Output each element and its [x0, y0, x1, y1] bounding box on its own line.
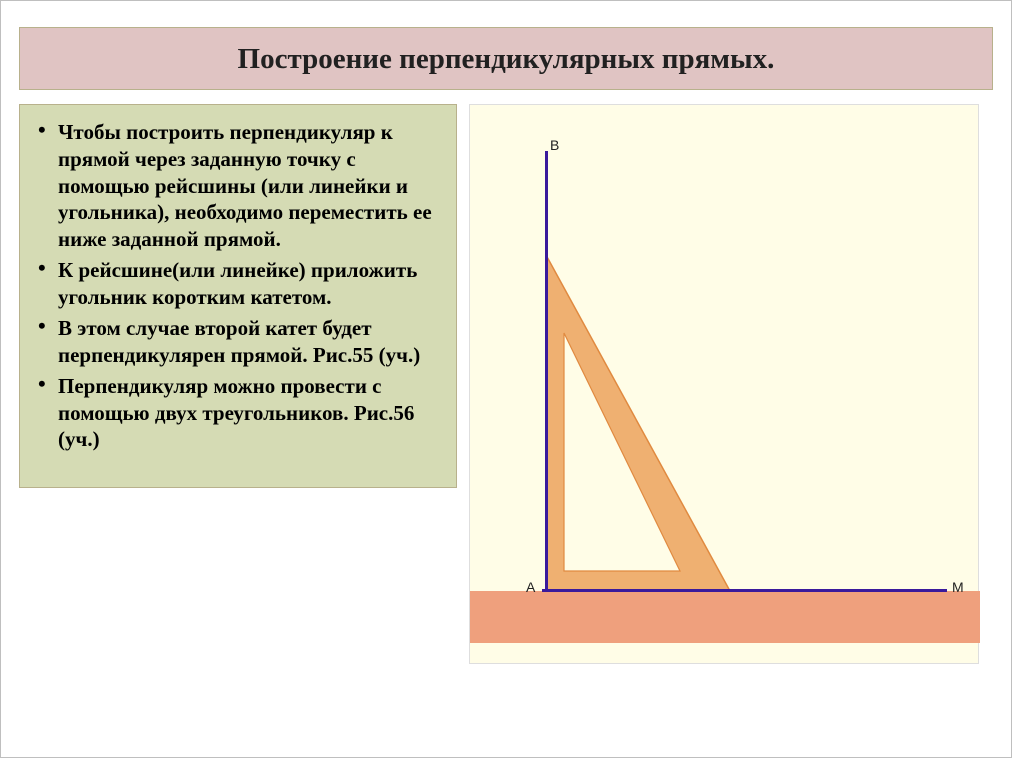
list-item: В этом случае второй катет будет перпенд…	[30, 315, 446, 369]
figure-area: A B M	[469, 104, 979, 664]
line-ab	[545, 151, 548, 592]
list-item: К рейсшине(или линейке) приложить угольн…	[30, 257, 446, 311]
bullet-list: Чтобы построить перпендикуляр к прямой ч…	[30, 119, 446, 454]
text-box: Чтобы построить перпендикуляр к прямой ч…	[19, 104, 457, 489]
point-label-m: M	[952, 579, 964, 595]
title-bar: Построение перпендикулярных прямых.	[19, 27, 993, 90]
slide-title: Построение перпендикулярных прямых.	[30, 42, 982, 77]
point-label-b: B	[550, 137, 559, 153]
line-am	[542, 589, 947, 592]
point-label-a: A	[526, 579, 535, 595]
list-item: Перпендикуляр можно провести с помощью д…	[30, 373, 446, 454]
list-item: Чтобы построить перпендикуляр к прямой ч…	[30, 119, 446, 253]
triangle-inner	[564, 333, 680, 571]
content-row: Чтобы построить перпендикуляр к прямой ч…	[19, 104, 993, 664]
slide: Построение перпендикулярных прямых. Чтоб…	[0, 0, 1012, 758]
